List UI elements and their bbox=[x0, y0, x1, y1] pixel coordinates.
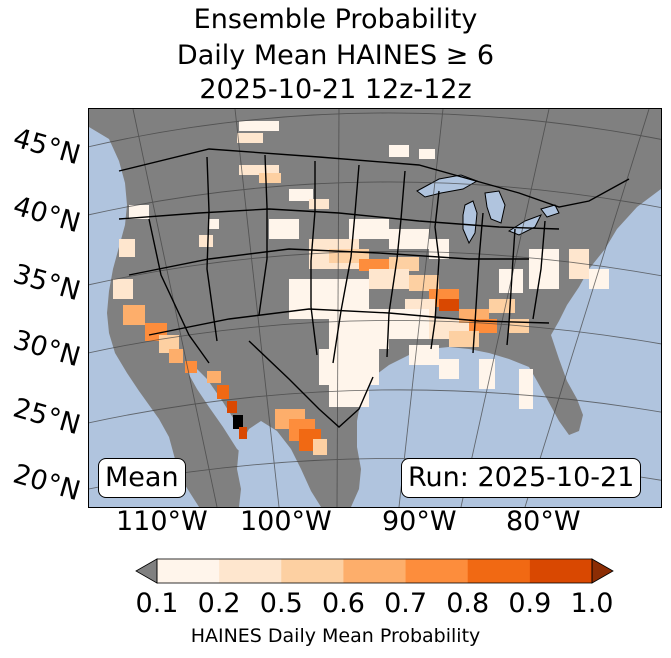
state-borders bbox=[118, 148, 630, 428]
title-line-3: 2025-10-21 12z-12z bbox=[199, 74, 472, 105]
colorbar-tick-label: 0.1 bbox=[135, 588, 179, 619]
probability-cell bbox=[409, 345, 439, 365]
probability-cell bbox=[207, 371, 221, 383]
lat-label-45: 45°N bbox=[9, 122, 84, 172]
colorbar-tick-label: 0.2 bbox=[197, 588, 241, 619]
probability-cell bbox=[439, 299, 459, 311]
probability-map bbox=[88, 108, 662, 508]
title-line-2: Daily Mean HAINES ≥ 6 bbox=[176, 40, 495, 71]
colorbar-segment bbox=[157, 559, 220, 583]
probability-cell bbox=[569, 249, 589, 279]
probability-cell bbox=[359, 259, 389, 271]
probability-cell bbox=[389, 145, 409, 157]
probability-cells bbox=[113, 121, 609, 455]
lat-label-40: 40°N bbox=[9, 190, 84, 240]
probability-cell bbox=[239, 427, 247, 439]
probability-cell bbox=[313, 439, 327, 455]
colorbar-outline bbox=[156, 558, 593, 584]
probability-cell bbox=[419, 149, 435, 159]
colorbar-tick-label: 0.9 bbox=[508, 588, 552, 619]
colorbar-tick-label: 0.7 bbox=[384, 588, 428, 619]
probability-cell bbox=[389, 229, 429, 249]
probability-cell bbox=[529, 249, 559, 289]
probability-cell bbox=[123, 305, 145, 325]
run-date-box: Run: 2025-10-21 bbox=[401, 458, 642, 498]
probability-cell bbox=[429, 239, 449, 259]
map-canvas bbox=[89, 109, 661, 507]
colorbar bbox=[135, 558, 614, 584]
colorbar-label: HAINES Daily Mean Probability bbox=[190, 625, 481, 647]
probability-cell bbox=[237, 133, 263, 143]
great-lakes bbox=[416, 174, 560, 245]
colorbar-segment bbox=[529, 559, 593, 583]
colorbar-over-arrow bbox=[591, 558, 614, 584]
gulf-of-california bbox=[187, 365, 249, 459]
colorbar-segment bbox=[467, 559, 531, 583]
probability-cell bbox=[209, 219, 219, 229]
probability-cell bbox=[439, 359, 459, 379]
probability-cell bbox=[159, 335, 179, 353]
lat-label-20: 20°N bbox=[9, 458, 84, 508]
lon-label-100w: 100°W bbox=[240, 506, 332, 537]
probability-cell bbox=[119, 239, 135, 257]
probability-cell bbox=[199, 235, 213, 247]
colorbar-tick-label: 1.0 bbox=[570, 588, 614, 619]
probability-cell bbox=[239, 165, 279, 175]
colorbar-segments bbox=[157, 559, 593, 583]
stat-box: Mean bbox=[98, 458, 186, 498]
probability-cell bbox=[449, 331, 479, 347]
probability-cell bbox=[519, 369, 533, 409]
colorbar-segment bbox=[219, 559, 282, 583]
probability-cell bbox=[239, 121, 279, 131]
colorbar-tick-label: 0.8 bbox=[446, 588, 490, 619]
probability-cell bbox=[329, 381, 369, 407]
title-line-1: Ensemble Probability bbox=[193, 4, 478, 35]
probability-cell bbox=[349, 219, 389, 239]
probability-cell bbox=[329, 309, 389, 349]
lon-label-90w: 90°W bbox=[382, 506, 457, 537]
colorbar-segment bbox=[343, 559, 407, 583]
probability-cell bbox=[129, 205, 149, 219]
probability-cell bbox=[309, 199, 329, 209]
colorbar-tick-label: 0.5 bbox=[259, 588, 303, 619]
probability-cell bbox=[113, 279, 133, 299]
probability-cell bbox=[589, 269, 609, 289]
probability-cell bbox=[227, 401, 237, 413]
lat-label-35: 35°N bbox=[9, 258, 84, 308]
colorbar-tick-label: 0.6 bbox=[321, 588, 365, 619]
probability-cell bbox=[369, 269, 409, 289]
lat-label-25: 25°N bbox=[9, 392, 84, 442]
lon-label-80w: 80°W bbox=[506, 506, 581, 537]
probability-cell bbox=[389, 257, 419, 271]
probability-cell bbox=[319, 349, 379, 385]
probability-cell bbox=[289, 189, 313, 201]
probability-cell bbox=[233, 415, 243, 429]
probability-cell bbox=[479, 359, 495, 389]
colorbar-under-arrow bbox=[135, 558, 158, 584]
lon-label-110w: 110°W bbox=[116, 506, 208, 537]
lat-label-30: 30°N bbox=[9, 324, 84, 374]
graticule bbox=[89, 109, 661, 507]
colorbar-segment bbox=[281, 559, 344, 583]
probability-cell bbox=[169, 349, 183, 363]
probability-cell bbox=[489, 299, 515, 313]
probability-cell bbox=[217, 385, 229, 399]
colorbar-segment bbox=[405, 559, 469, 583]
probability-cell bbox=[269, 219, 299, 239]
probability-cell bbox=[259, 173, 281, 183]
